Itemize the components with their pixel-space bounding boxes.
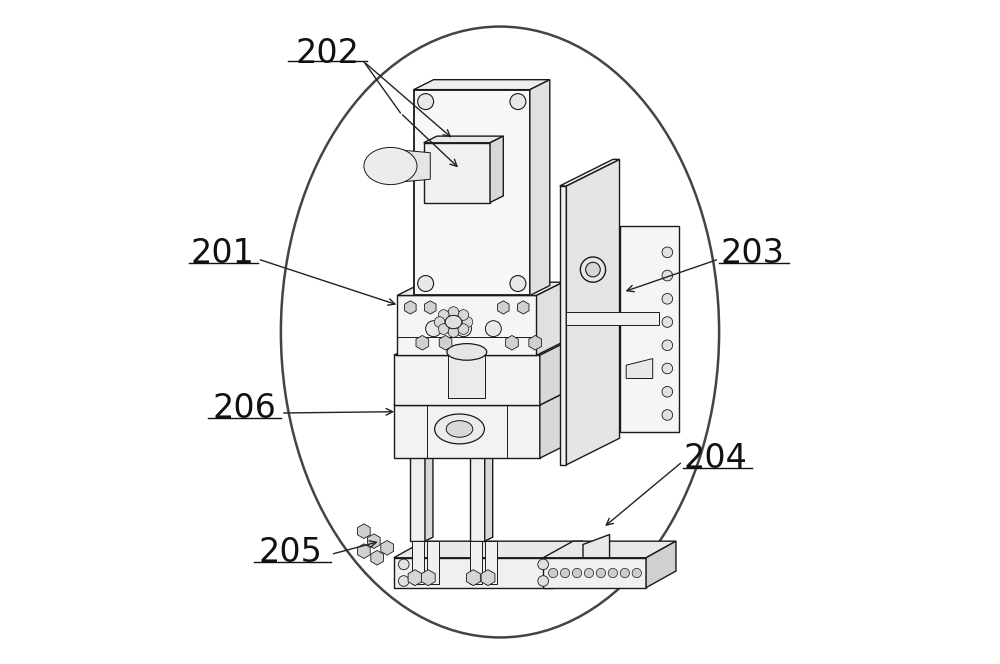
Circle shape: [448, 307, 459, 317]
Polygon shape: [394, 392, 566, 405]
Circle shape: [538, 559, 548, 570]
Polygon shape: [646, 541, 676, 588]
Polygon shape: [530, 80, 550, 295]
Circle shape: [485, 321, 501, 337]
Polygon shape: [626, 359, 653, 378]
Polygon shape: [425, 404, 433, 541]
Circle shape: [538, 576, 548, 586]
Circle shape: [398, 559, 409, 570]
Circle shape: [584, 568, 594, 578]
Circle shape: [398, 576, 409, 586]
Polygon shape: [427, 541, 439, 584]
Circle shape: [456, 321, 471, 337]
Circle shape: [510, 94, 526, 110]
Circle shape: [438, 309, 449, 320]
Polygon shape: [394, 405, 540, 458]
Polygon shape: [394, 342, 566, 355]
Text: 206: 206: [212, 392, 276, 425]
Ellipse shape: [445, 315, 462, 329]
Text: 203: 203: [720, 237, 784, 270]
Ellipse shape: [364, 147, 417, 185]
Circle shape: [458, 324, 469, 335]
Ellipse shape: [439, 311, 468, 334]
Ellipse shape: [435, 414, 484, 444]
Text: 201: 201: [191, 237, 254, 270]
Polygon shape: [540, 342, 566, 405]
Ellipse shape: [376, 156, 405, 176]
Polygon shape: [583, 535, 610, 558]
Polygon shape: [470, 541, 482, 584]
Circle shape: [426, 321, 442, 337]
Polygon shape: [448, 352, 485, 398]
Polygon shape: [397, 282, 563, 295]
Ellipse shape: [662, 410, 673, 420]
Circle shape: [458, 309, 469, 320]
Circle shape: [462, 317, 473, 327]
Circle shape: [418, 276, 434, 291]
Circle shape: [632, 568, 641, 578]
Ellipse shape: [662, 363, 673, 374]
Polygon shape: [470, 408, 485, 541]
Ellipse shape: [662, 340, 673, 351]
Ellipse shape: [371, 152, 410, 180]
Polygon shape: [394, 558, 553, 588]
Polygon shape: [414, 80, 550, 90]
Polygon shape: [485, 404, 493, 541]
Ellipse shape: [662, 247, 673, 258]
Circle shape: [548, 568, 558, 578]
Ellipse shape: [586, 262, 600, 277]
Polygon shape: [410, 408, 425, 541]
Ellipse shape: [662, 293, 673, 304]
Circle shape: [620, 568, 629, 578]
Polygon shape: [424, 143, 490, 203]
Circle shape: [510, 276, 526, 291]
Circle shape: [596, 568, 606, 578]
Ellipse shape: [382, 160, 399, 172]
Ellipse shape: [662, 386, 673, 397]
Text: 204: 204: [684, 442, 748, 475]
Polygon shape: [620, 226, 679, 432]
Polygon shape: [485, 541, 497, 584]
Polygon shape: [540, 392, 566, 458]
Polygon shape: [490, 136, 503, 203]
Circle shape: [434, 317, 445, 327]
Circle shape: [448, 327, 459, 337]
Circle shape: [418, 94, 434, 110]
Polygon shape: [560, 159, 620, 186]
Ellipse shape: [662, 270, 673, 281]
Polygon shape: [537, 282, 563, 355]
Circle shape: [572, 568, 582, 578]
Circle shape: [560, 568, 570, 578]
Polygon shape: [543, 541, 676, 558]
Polygon shape: [553, 541, 583, 588]
Circle shape: [438, 324, 449, 335]
Ellipse shape: [446, 421, 473, 438]
Circle shape: [608, 568, 618, 578]
Polygon shape: [394, 355, 540, 405]
Text: 205: 205: [259, 536, 323, 569]
Polygon shape: [394, 149, 430, 183]
Polygon shape: [560, 186, 566, 465]
Polygon shape: [424, 136, 503, 143]
Ellipse shape: [580, 257, 606, 282]
Polygon shape: [543, 558, 646, 588]
Text: 202: 202: [295, 37, 359, 70]
Polygon shape: [394, 541, 583, 558]
Ellipse shape: [662, 317, 673, 327]
Polygon shape: [566, 159, 620, 465]
Polygon shape: [566, 312, 659, 325]
Polygon shape: [397, 295, 537, 355]
Polygon shape: [414, 90, 530, 295]
Polygon shape: [412, 541, 424, 584]
Ellipse shape: [447, 344, 487, 360]
